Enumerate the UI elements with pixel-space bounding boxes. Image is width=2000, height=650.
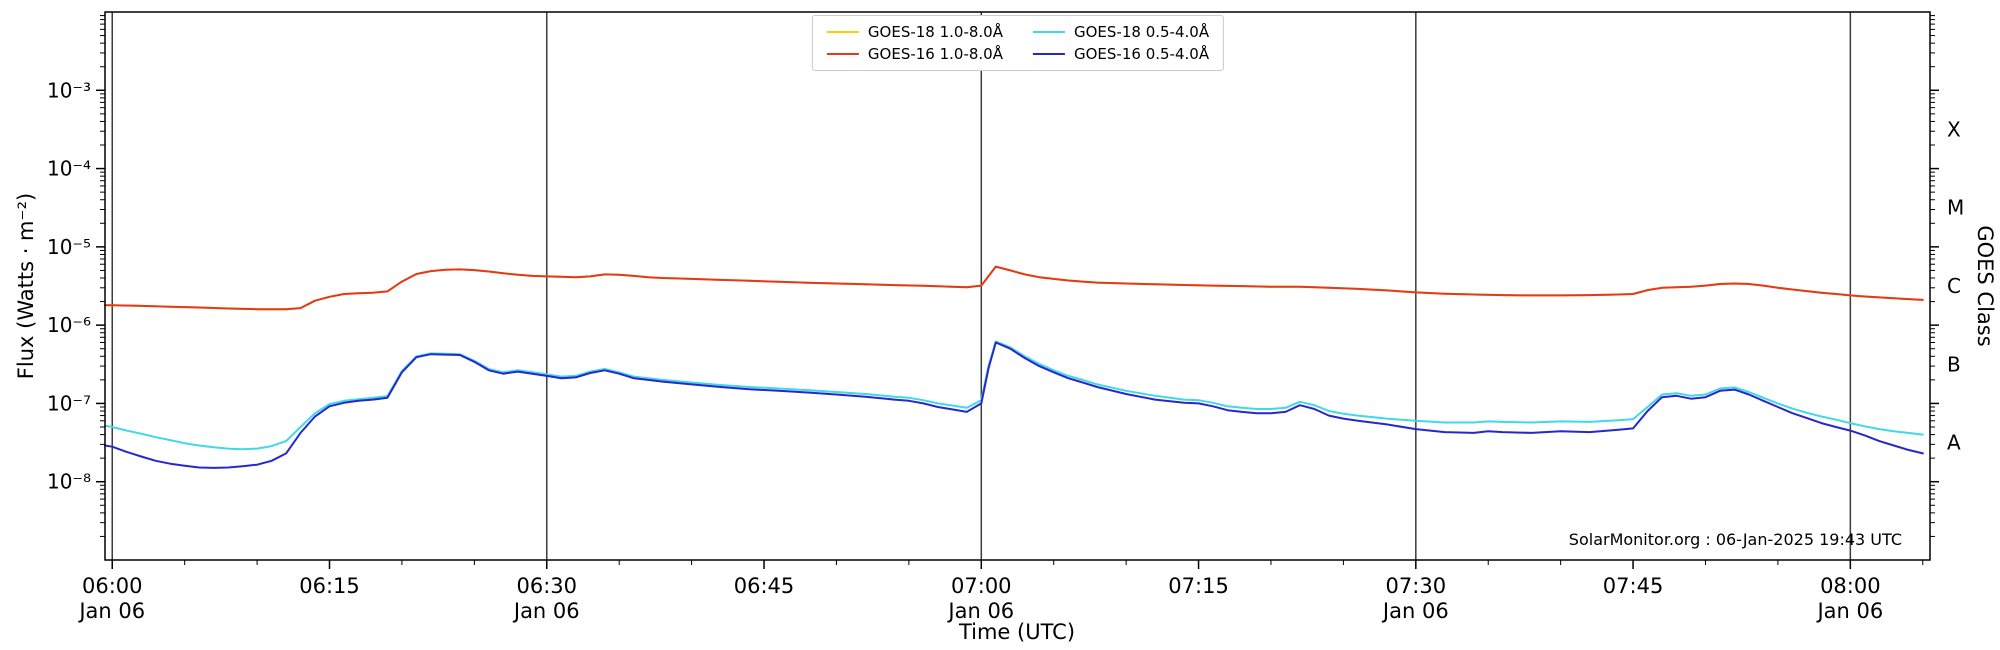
y-tick-label: 10⁻³ [47, 78, 91, 102]
right-axis-label: GOES Class [1973, 225, 1997, 347]
x-tick-label: 06:30 [517, 574, 578, 598]
x-tick-sublabel: Jan 06 [1815, 599, 1883, 623]
legend-item-goes18-long: GOES-18 1.0-8.0Å [826, 23, 1003, 41]
series-line-goes16-short [104, 341, 1924, 469]
x-tick-label: 06:00 [82, 574, 143, 598]
y-tick-label: 10⁻⁶ [47, 313, 91, 337]
x-axis-label: Time (UTC) [958, 620, 1076, 644]
series-line-goes18-long [104, 265, 1924, 311]
x-tick-sublabel: Jan 06 [1381, 599, 1449, 623]
legend-item-goes16-short: GOES-16 0.5-4.0Å [1033, 45, 1209, 63]
legend-swatch-goes16-long [826, 53, 859, 55]
x-tick-label: 07:30 [1386, 574, 1447, 598]
x-tick-sublabel: Jan 06 [77, 599, 145, 623]
goes-class-label-M: M [1947, 196, 1964, 220]
legend-label-goes16-short: GOES-16 0.5-4.0Å [1074, 45, 1210, 63]
x-tick-label: 07:15 [1168, 574, 1229, 598]
y-tick-label: 10⁻⁷ [47, 391, 91, 415]
goes-class-label-X: X [1947, 117, 1961, 141]
y-tick-label: 10⁻⁴ [47, 157, 91, 181]
goes-class-label-B: B [1947, 352, 1961, 376]
legend-swatch-goes18-short [1033, 31, 1065, 33]
x-tick-label: 08:00 [1820, 574, 1881, 598]
legend: GOES-18 1.0-8.0Å GOES-16 1.0-8.0Å GOES-1… [811, 15, 1225, 71]
plot-frame [104, 11, 1931, 561]
legend-swatch-goes16-short [1033, 53, 1065, 55]
x-tick-label: 06:15 [299, 574, 360, 598]
goes-class-label-A: A [1947, 431, 1961, 455]
watermark-text: SolarMonitor.org : 06-Jan-2025 19:43 UTC [1568, 530, 1902, 549]
goes-class-label-C: C [1947, 274, 1961, 298]
series-line-goes18-short [104, 340, 1924, 451]
x-tick-label: 06:45 [734, 574, 795, 598]
legend-label-goes18-long: GOES-18 1.0-8.0Å [867, 23, 1003, 41]
legend-item-goes16-long: GOES-16 1.0-8.0Å [826, 45, 1003, 63]
x-tick-sublabel: Jan 06 [512, 599, 580, 623]
x-tick-sublabel: Jan 06 [946, 599, 1014, 623]
x-tick-label: 07:45 [1603, 574, 1664, 598]
series-line-goes16-long [104, 265, 1924, 311]
x-tick-label: 07:00 [951, 574, 1012, 598]
legend-swatch-goes18-long [826, 31, 859, 33]
y-tick-label: 10⁻⁸ [47, 470, 91, 494]
y-tick-label: 10⁻⁵ [47, 235, 91, 259]
legend-label-goes16-long: GOES-16 1.0-8.0Å [867, 45, 1003, 63]
y-axis-label: Flux (Watts · m⁻²) [14, 192, 38, 380]
legend-label-goes18-short: GOES-18 0.5-4.0Å [1074, 23, 1210, 41]
legend-item-goes18-short: GOES-18 0.5-4.0Å [1033, 23, 1209, 41]
